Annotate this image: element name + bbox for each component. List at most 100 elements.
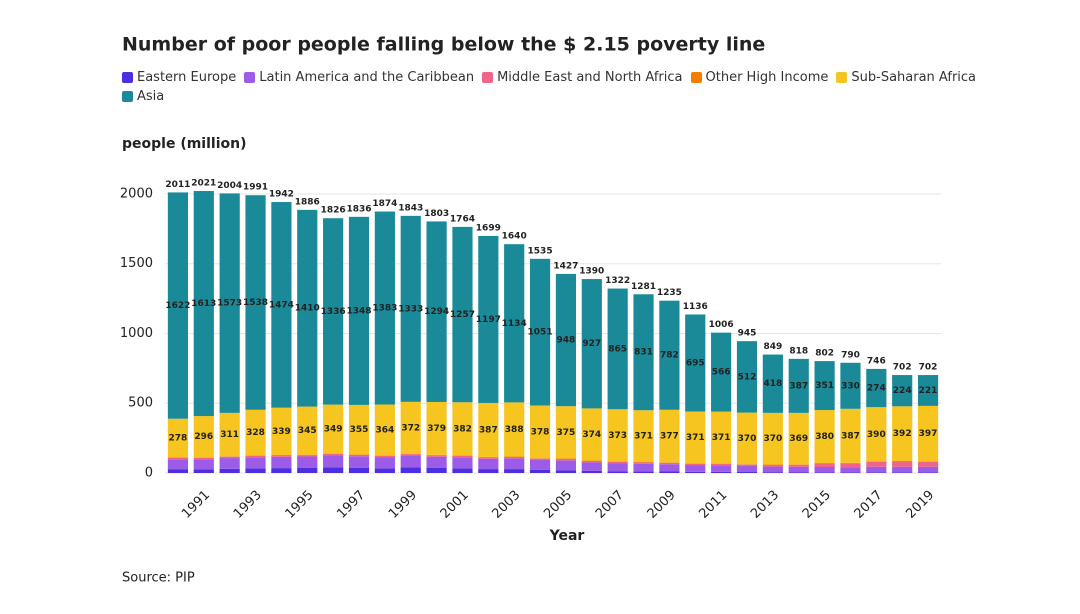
bar-segment [374, 211, 395, 405]
bar-segment [917, 405, 939, 462]
data-label: 388 [505, 425, 524, 435]
total-label: 1874 [372, 199, 397, 209]
total-label: 1942 [269, 190, 294, 200]
data-label: 1622 [165, 301, 190, 311]
bar-segment [685, 463, 706, 466]
bar-segment [814, 467, 835, 473]
chart-title: Number of poor people falling below the … [122, 34, 765, 56]
x-tick-label: 2009 [645, 488, 679, 522]
bar-segment [245, 457, 266, 469]
legend-item: Eastern Europe [122, 68, 236, 87]
bar-segment [814, 463, 835, 468]
bar-segment [193, 416, 214, 458]
total-label: 1322 [605, 276, 630, 286]
bar-segment [529, 460, 551, 470]
bar-segment [478, 235, 499, 403]
total-label: 849 [763, 342, 782, 352]
total-label: 1427 [553, 261, 578, 271]
bar-segment [529, 469, 551, 473]
bar-segment [426, 455, 447, 457]
data-label: 418 [763, 379, 782, 389]
bar-segment [348, 216, 370, 405]
bar-segment [529, 405, 551, 459]
total-label: 1843 [398, 203, 423, 213]
data-label: 373 [608, 431, 627, 441]
bar-segment [504, 402, 525, 457]
bar-segment [711, 471, 732, 473]
bar-segment [788, 464, 809, 467]
total-label: 702 [919, 363, 938, 373]
bar-segment [840, 362, 861, 409]
bar-segment [271, 468, 292, 473]
y-tick-label: 500 [128, 396, 153, 411]
bar-segment [866, 461, 887, 467]
bar-segment [504, 456, 525, 459]
data-label: 397 [919, 429, 938, 439]
bar-segment [633, 471, 654, 473]
total-label: 1826 [321, 206, 346, 216]
bar-segment [814, 472, 835, 473]
bar-segment [633, 462, 654, 464]
bar-segment [348, 404, 370, 455]
bar-segment [840, 408, 861, 463]
total-label: 746 [867, 356, 886, 366]
bar-segment [917, 466, 939, 473]
bar-segment [892, 472, 913, 473]
bar-segment [219, 458, 240, 469]
bar-segment [219, 193, 240, 413]
data-label: 349 [324, 424, 343, 434]
bar-segment [374, 468, 395, 473]
data-label: 274 [867, 384, 886, 394]
data-label: 387 [841, 431, 860, 441]
legend-swatch [122, 72, 133, 83]
bar-segment [866, 407, 887, 462]
bar-segment [581, 408, 602, 461]
bar-segment [555, 273, 577, 407]
y-tick-label: 0 [145, 466, 153, 481]
bar-segment [323, 404, 344, 454]
bar-segment [245, 409, 266, 456]
bar-segment [167, 418, 189, 458]
bar-segment [685, 314, 706, 412]
data-label: 380 [815, 432, 834, 442]
bar-segment [478, 469, 499, 473]
data-label: 1294 [424, 307, 449, 317]
data-label: 339 [272, 427, 291, 437]
bar-segment [840, 467, 861, 473]
legend-swatch [122, 91, 133, 102]
bar-segment [297, 467, 318, 473]
data-label: 387 [479, 425, 498, 435]
legend-label: Other High Income [705, 70, 829, 85]
bar-segment [452, 468, 473, 473]
legend-label: Sub-Saharan Africa [851, 70, 977, 85]
data-label: 831 [634, 348, 653, 358]
bar-segment [167, 459, 189, 470]
legend-label: Middle East and North Africa [497, 70, 683, 85]
data-label: 296 [194, 432, 213, 442]
bar-segment [762, 354, 783, 413]
data-label: 1336 [321, 307, 346, 317]
bar-segment [504, 458, 525, 470]
legend-label: Latin America and the Caribbean [259, 70, 475, 85]
data-label: 1134 [502, 319, 527, 329]
bar-segment [219, 456, 240, 459]
bar-segment [917, 375, 939, 406]
bar-segment [736, 472, 758, 473]
data-label: 379 [427, 424, 446, 434]
bar-segment [167, 192, 189, 419]
total-label: 2004 [217, 181, 242, 191]
bar-segment [814, 410, 835, 464]
bar-segment [529, 458, 551, 461]
y-tick-label: 1000 [120, 326, 153, 341]
bar-segment [167, 457, 189, 460]
data-label: 1257 [450, 310, 475, 320]
bar-segment [762, 466, 783, 473]
data-label: 371 [634, 432, 653, 442]
bar-segment [478, 402, 499, 457]
total-label: 1136 [683, 302, 708, 312]
bar-segment [711, 332, 732, 412]
bar-segment [271, 456, 292, 469]
bar-segment [323, 467, 344, 473]
data-label: 375 [557, 428, 576, 438]
bar-segment [659, 471, 680, 473]
